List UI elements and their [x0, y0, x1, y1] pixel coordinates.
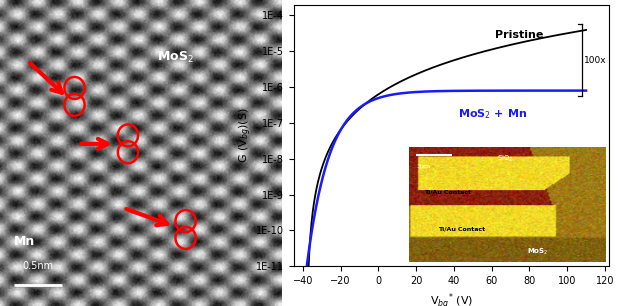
Text: MoS$_2$: MoS$_2$ [158, 50, 194, 65]
Text: MoS$_2$ + Mn: MoS$_2$ + Mn [458, 107, 527, 121]
Y-axis label: G (V$_{bg}$)(S): G (V$_{bg}$)(S) [238, 108, 255, 163]
Text: 100x: 100x [584, 56, 607, 65]
Text: Mn: Mn [14, 235, 35, 248]
Text: Pristine: Pristine [496, 30, 544, 39]
Text: 0.5nm: 0.5nm [22, 261, 54, 271]
X-axis label: V$_{bg}$$^{*}$ (V): V$_{bg}$$^{*}$ (V) [430, 292, 473, 306]
